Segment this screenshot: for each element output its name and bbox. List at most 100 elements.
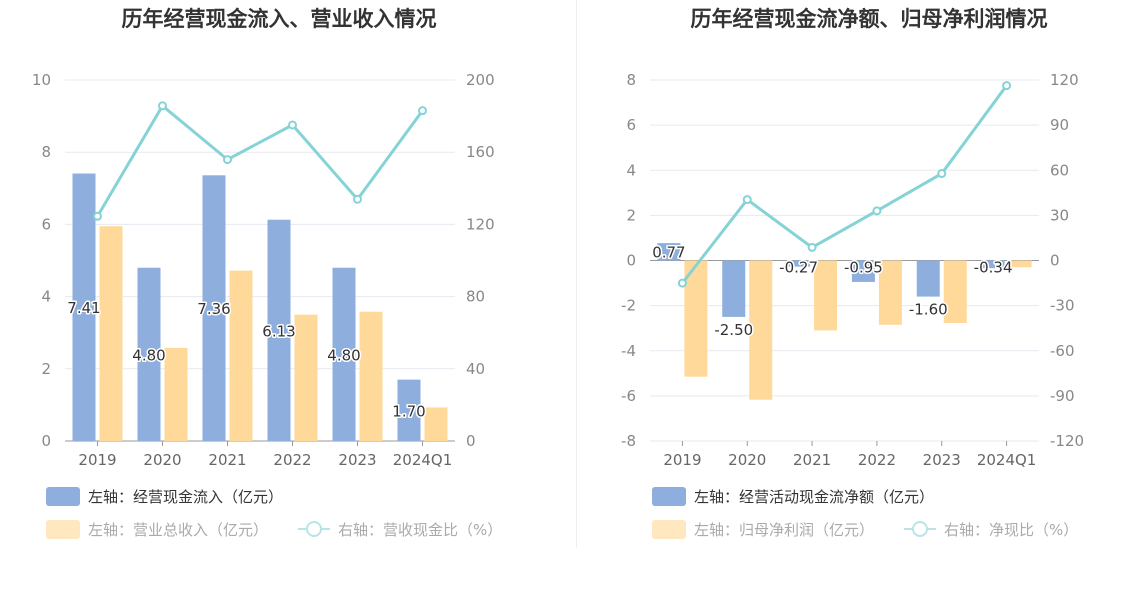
- y-left-tick: 0: [41, 432, 51, 450]
- y-right-tick: 0: [1050, 252, 1060, 270]
- y-left-tick: 4: [626, 161, 636, 179]
- line-point: [158, 101, 167, 111]
- x-tick-label: 2024Q1: [393, 451, 453, 469]
- bar-series-2: [684, 260, 708, 377]
- y-left-tick: 2: [626, 206, 636, 224]
- data-label: 7.36: [197, 300, 230, 318]
- line-point: [677, 278, 687, 288]
- line-point: [93, 211, 102, 221]
- bar-series-1: [722, 260, 746, 317]
- y-right-tick: -90: [1050, 387, 1075, 405]
- y-right-tick: -30: [1050, 297, 1075, 315]
- y-right-tick: -60: [1050, 342, 1075, 360]
- data-label: -0.27: [779, 259, 818, 277]
- data-label: -1.60: [909, 301, 948, 319]
- y-left-tick: 8: [626, 71, 636, 89]
- data-label: 7.41: [67, 299, 100, 317]
- line-point: [288, 120, 297, 130]
- y-left-tick: 10: [32, 71, 51, 89]
- y-right-tick: -120: [1050, 432, 1084, 450]
- data-label: -0.95: [844, 259, 883, 277]
- y-right-tick: 30: [1050, 206, 1069, 224]
- line-point: [418, 106, 427, 116]
- bar-series-2: [1008, 260, 1032, 268]
- legend-swatch-1: [46, 487, 80, 506]
- line-point: [223, 155, 232, 165]
- bar-series-1: [787, 260, 811, 267]
- bar-series-1: [72, 173, 96, 441]
- legend-marker-3: [306, 521, 322, 537]
- line-point: [807, 242, 817, 252]
- x-tick-label: 2022: [858, 451, 896, 469]
- bar-series-1: [981, 260, 1005, 269]
- y-right-tick: 80: [466, 288, 485, 306]
- y-right-tick: 40: [466, 360, 485, 378]
- y-right-tick: 120: [466, 215, 495, 233]
- legend-label-1: 左轴：经营活动现金流净额（亿元）: [694, 488, 934, 506]
- x-tick-label: 2020: [728, 451, 766, 469]
- bar-series-1: [267, 219, 291, 441]
- legend-label-2: 左轴：营业总收入（亿元）: [88, 521, 268, 539]
- line-point: [937, 169, 947, 179]
- cash-inflow-revenue-chart: 历年经营现金流入、营业收入情况 0 2 4 6 8 10 0 40 80 120 160 200 2019…: [32, 7, 502, 539]
- data-label: -2.50: [714, 321, 753, 339]
- data-label: 1.70: [392, 402, 425, 420]
- line-series: [96, 103, 424, 218]
- bar-series-1: [851, 260, 875, 282]
- x-tick-label: 2023: [923, 451, 961, 469]
- y-left-tick: 6: [626, 116, 636, 134]
- y-left-tick: -2: [621, 297, 636, 315]
- bar-series-1: [202, 175, 226, 441]
- y-right-tick: 160: [466, 143, 495, 161]
- y-left-tick: 0: [626, 252, 636, 270]
- chart-title: 历年经营现金流净额、归母净利润情况: [691, 7, 1048, 31]
- bar-series-2: [359, 311, 383, 441]
- legend-label-1: 左轴：经营现金流入（亿元）: [88, 488, 283, 506]
- x-tick-label: 2021: [793, 451, 831, 469]
- data-label: 4.80: [327, 346, 360, 364]
- y-right-tick: 60: [1050, 161, 1069, 179]
- y-left-tick: 6: [41, 215, 51, 233]
- y-left-tick: 4: [41, 288, 51, 306]
- legend-marker-3: [912, 521, 928, 537]
- line-series: [681, 84, 1008, 284]
- x-tick-label: 2024Q1: [977, 451, 1037, 469]
- bar-series-1: [397, 379, 421, 441]
- x-tick-label: 2022: [273, 451, 311, 469]
- line-point: [353, 194, 362, 204]
- data-label: 0.77: [652, 244, 685, 262]
- legend-label-3: 右轴：净现比（%）: [944, 521, 1078, 539]
- line-point: [1002, 81, 1012, 91]
- legend-label-2: 左轴：归母净利润（亿元）: [694, 521, 874, 539]
- y-left-tick: -6: [621, 387, 636, 405]
- y-left-tick: 8: [41, 143, 51, 161]
- y-right-tick: 120: [1050, 71, 1079, 89]
- y-left-tick: -4: [621, 342, 636, 360]
- x-tick-label: 2023: [338, 451, 376, 469]
- legend-swatch-2: [46, 520, 80, 539]
- x-tick-label: 2020: [143, 451, 181, 469]
- net-cash-profit-chart: 历年经营现金流净额、归母净利润情况 -8 -6 -4 -2 0 2 4 6 8 -120 -90 -60…: [574, 0, 1148, 589]
- bar-series-2: [878, 260, 902, 325]
- data-label: 6.13: [262, 322, 295, 340]
- bar-series-1: [137, 267, 161, 441]
- x-tick-label: 2019: [78, 451, 116, 469]
- line-point: [742, 195, 752, 205]
- chart-title: 历年经营现金流入、营业收入情况: [122, 7, 437, 31]
- chart-svg-left: 历年经营现金流入、营业收入情况 0 2 4 6 8 10 0 40 80 120 160 200 2019…: [32, 7, 502, 539]
- panel-divider: [576, 0, 577, 548]
- bar-series-2: [814, 260, 838, 331]
- bar-series-2: [424, 407, 448, 441]
- legend-swatch-1: [652, 487, 686, 506]
- line-point: [872, 206, 882, 216]
- data-label: -0.34: [974, 259, 1013, 277]
- y-left-tick: 2: [41, 360, 51, 378]
- legend-swatch-2: [652, 520, 686, 539]
- bar-series-2: [943, 260, 967, 323]
- chart-svg-right: 历年经营现金流净额、归母净利润情况 -8 -6 -4 -2 0 2 4 6 8 -120 -90 -60…: [621, 7, 1084, 539]
- x-tick-label: 2021: [208, 451, 246, 469]
- y-right-tick: 90: [1050, 116, 1069, 134]
- bar-series-2: [164, 347, 188, 441]
- y-right-tick: 200: [466, 71, 495, 89]
- data-label: 4.80: [132, 346, 165, 364]
